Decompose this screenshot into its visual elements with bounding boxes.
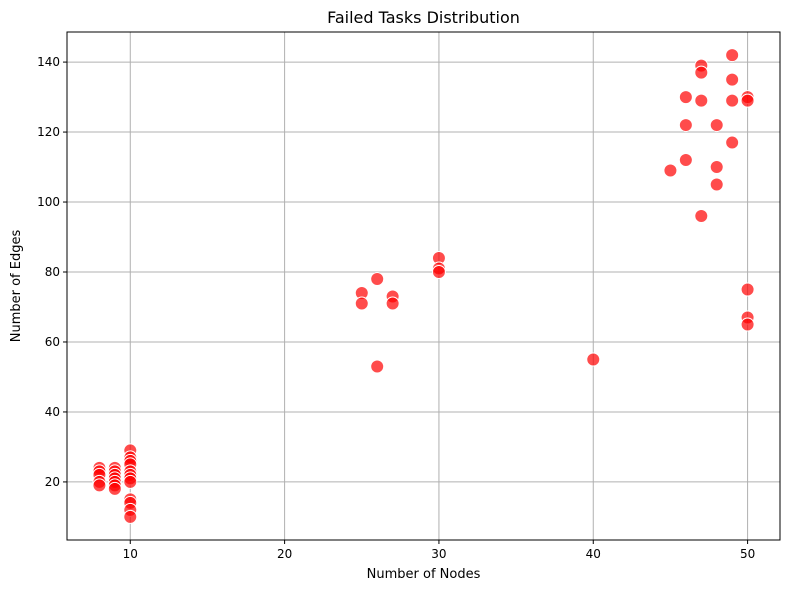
data-point bbox=[431, 265, 446, 280]
data-point bbox=[370, 359, 385, 374]
data-point bbox=[663, 163, 678, 178]
data-point bbox=[725, 135, 740, 150]
x-axis-ticks: 10 20 30 40 50 bbox=[123, 540, 755, 561]
y-tick-label: 100 bbox=[37, 195, 60, 209]
y-tick-label: 120 bbox=[37, 125, 60, 139]
x-tick-label: 10 bbox=[123, 547, 138, 561]
data-point bbox=[123, 509, 138, 524]
y-tick-label: 80 bbox=[45, 265, 60, 279]
data-point bbox=[678, 90, 693, 105]
data-point bbox=[385, 296, 400, 311]
plot-frame bbox=[66, 31, 781, 541]
data-point bbox=[740, 317, 755, 332]
y-axis-label: Number of Edges bbox=[9, 230, 24, 343]
x-tick-label: 50 bbox=[740, 547, 755, 561]
x-tick-label: 30 bbox=[431, 547, 446, 561]
data-point bbox=[586, 352, 601, 367]
data-point bbox=[740, 93, 755, 108]
y-tick-label: 60 bbox=[45, 335, 60, 349]
data-point bbox=[354, 296, 369, 311]
data-point bbox=[107, 481, 122, 496]
data-point bbox=[725, 93, 740, 108]
data-point bbox=[694, 209, 709, 224]
x-tick-label: 20 bbox=[277, 547, 292, 561]
data-point bbox=[92, 478, 107, 493]
y-axis-ticks: 20 40 60 80 100 120 140 bbox=[37, 55, 67, 489]
data-point bbox=[725, 48, 740, 63]
grid-lines bbox=[67, 32, 780, 540]
y-tick-label: 20 bbox=[45, 475, 60, 489]
data-point bbox=[709, 177, 724, 192]
data-point bbox=[709, 160, 724, 175]
data-point bbox=[694, 93, 709, 108]
data-point bbox=[370, 272, 385, 287]
data-point bbox=[709, 118, 724, 133]
x-axis-label: Number of Nodes bbox=[367, 567, 481, 582]
y-tick-label: 40 bbox=[45, 405, 60, 419]
chart-title: Failed Tasks Distribution bbox=[327, 8, 520, 27]
data-point bbox=[678, 118, 693, 133]
data-point bbox=[725, 72, 740, 87]
y-tick-label: 140 bbox=[37, 55, 60, 69]
data-point bbox=[694, 65, 709, 80]
x-tick-label: 40 bbox=[586, 547, 601, 561]
data-point bbox=[740, 282, 755, 297]
data-point bbox=[678, 153, 693, 168]
data-point bbox=[123, 474, 138, 489]
data-points bbox=[92, 48, 755, 524]
